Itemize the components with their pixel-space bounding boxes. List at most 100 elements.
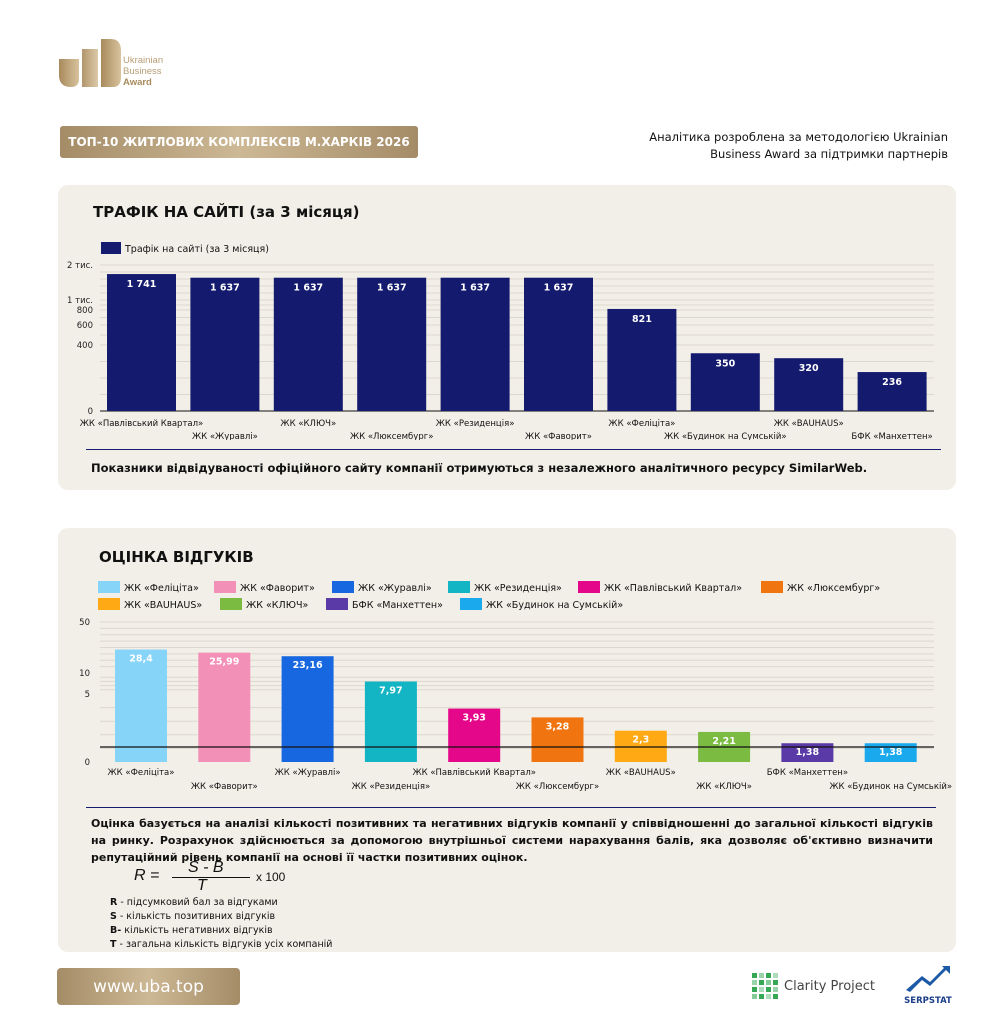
reviews-title: ОЦІНКА ВІДГУКІВ	[99, 548, 254, 566]
traffic-note: Показники відвідуваності офіційного сайт…	[91, 461, 868, 475]
x-tick-label: ЖК «Феліціта»	[608, 419, 675, 429]
x-tick-label: ЖК «BAUHAUS»	[774, 419, 844, 429]
x-tick-label: ЖК «Резиденція»	[436, 419, 515, 429]
bar-value-label: 821	[632, 314, 652, 325]
bar-value-label: 1 637	[210, 283, 240, 294]
bar	[614, 730, 667, 762]
reviews-panel: ОЦІНКА ВІДГУКІВ 0 5 10 50 ЖК «Феліціта» ЖК «Ф…	[58, 528, 956, 952]
y-tick-label: 0	[88, 407, 93, 417]
bar	[115, 649, 167, 762]
bar	[190, 277, 260, 411]
bar-value-label: 1,38	[879, 747, 903, 758]
legend-label: ЖК «Люксембург»	[787, 583, 880, 594]
uba-logo-mark	[59, 39, 121, 87]
x-tick-label: ЖК «BAUHAUS»	[606, 768, 676, 778]
x-tick-label: ЖК «Павлівський Квартал»	[80, 419, 204, 429]
intro-line-1: Аналітика розроблена за методологією Ukr…	[649, 130, 948, 144]
y-tick-label: 600	[77, 321, 93, 331]
bar	[781, 743, 834, 762]
bar-value-label: 1 741	[127, 279, 157, 290]
y-tick-label: 50	[79, 618, 90, 628]
y-tick-label: 0	[85, 758, 90, 768]
legend-label: ЖК «Резиденція»	[474, 583, 562, 594]
formula-multiplier: x 100	[256, 870, 286, 884]
clarity-project-logo: Clarity Project	[752, 972, 887, 1000]
x-tick-label: ЖК «Фаворит»	[525, 432, 592, 440]
x-tick-label: ЖК «КЛЮЧ»	[696, 782, 752, 792]
x-tick-label: ЖК «Люксембург»	[516, 782, 599, 792]
legend-swatch	[98, 598, 120, 610]
bar	[448, 708, 501, 762]
x-tick-label: ЖК «Будинок на Сумській»	[664, 432, 787, 440]
bar-value-label: 2,21	[712, 736, 735, 747]
bar-value-label: 350	[715, 358, 735, 369]
legend-swatch	[98, 581, 120, 593]
legend-swatch	[332, 581, 354, 593]
reviews-chart: 0 5 10 50 ЖК «Феліціта» ЖК «Фаворит» ЖК «Журав…	[79, 581, 952, 792]
bar	[774, 358, 844, 411]
bar	[864, 743, 917, 762]
bar	[281, 656, 334, 762]
traffic-panel: ТРАФІК НА САЙТІ (за 3 місяця) 0 400 600 800…	[58, 185, 956, 490]
definition-t: T - загальна кількість відгуків усіх ком…	[110, 939, 333, 950]
legend-label: ЖК «Журавлі»	[358, 583, 432, 594]
intro-line-2: Business Award за підтримки партнерів	[710, 147, 948, 161]
legend-swatch	[220, 598, 242, 610]
bar-value-label: 3,28	[546, 721, 570, 732]
x-tick-label: ЖК «Резиденція»	[352, 782, 431, 792]
bar-value-label: 1,38	[796, 747, 820, 758]
legend-swatch	[761, 581, 783, 593]
bar-value-label: 1 637	[544, 283, 574, 294]
y-tick-label: 1 тис.	[67, 296, 93, 306]
bar-value-label: 1 637	[293, 283, 323, 294]
legend-label: ЖК «Будинок на Сумській»	[486, 600, 623, 611]
logo-line-3: Award	[123, 77, 152, 88]
uba-logo: Ukrainian Business Award	[57, 37, 187, 92]
legend-swatch	[578, 581, 600, 593]
bar-value-label: 7,97	[379, 686, 402, 697]
legend-swatch	[101, 242, 121, 254]
bar	[607, 308, 677, 411]
bar-value-label: 236	[882, 377, 902, 388]
title-banner: ТОП-10 ЖИТЛОВИХ КОМПЛЕКСІВ М.ХАРКІВ 2026	[60, 126, 418, 158]
score-formula: R = S - B T x 100	[134, 859, 314, 904]
formula-definitions: R - підсумковий бал за відгуками S - кіл…	[110, 896, 332, 952]
definition-s: S - кількість позитивних відгуків	[110, 911, 276, 922]
y-tick-label: 400	[77, 341, 93, 351]
logo-line-2: Business	[123, 66, 162, 77]
bar-value-label: 28,4	[129, 654, 153, 665]
intro-text: Аналітика розроблена за методологією Ukr…	[560, 129, 948, 163]
legend-label: ЖК «BAUHAUS»	[124, 600, 202, 611]
legend-swatch	[214, 581, 236, 593]
bar	[357, 277, 427, 411]
y-tick-label: 5	[85, 690, 90, 700]
x-tick-label: ЖК «Фаворит»	[191, 782, 258, 792]
clarity-grid-icon	[752, 973, 778, 999]
bar	[857, 372, 927, 411]
legend-label: ЖК «Феліціта»	[124, 583, 199, 594]
y-tick-label: 800	[77, 306, 93, 316]
bar	[440, 277, 510, 411]
bar-value-label: 1 637	[460, 283, 490, 294]
formula-lhs: R =	[134, 867, 160, 884]
y-tick-label: 10	[79, 669, 90, 679]
definition-b: B- кількість негативних відгуків	[110, 925, 273, 936]
reviews-description: Оцінка базується на аналізі кількості по…	[91, 817, 933, 864]
serpstat-label: SERPSTAT	[904, 996, 952, 1006]
definition-r: R - підсумковий бал за відгуками	[110, 897, 278, 908]
bar	[531, 717, 584, 762]
bar-value-label: 1 637	[377, 283, 407, 294]
banner-title: ТОП-10 ЖИТЛОВИХ КОМПЛЕКСІВ М.ХАРКІВ 2026	[68, 135, 410, 149]
bar	[690, 353, 760, 411]
x-tick-label: БФК «Манхеттен»	[767, 768, 848, 778]
y-tick-label: 2 тис.	[67, 261, 93, 271]
x-tick-label: ЖК «Павлівський Квартал»	[412, 768, 536, 778]
website-link[interactable]: www.uba.top	[57, 968, 240, 1005]
x-tick-label: ЖК «Журавлі»	[192, 432, 258, 440]
legend-label: ЖК «Павлівський Квартал»	[604, 583, 742, 594]
x-tick-label: ЖК «Люксембург»	[350, 432, 433, 440]
bar-value-label: 23,16	[293, 660, 323, 671]
legend-swatch	[448, 581, 470, 593]
legend-label: Трафік на сайті (за 3 місяця)	[124, 244, 269, 255]
legend-label: ЖК «КЛЮЧ»	[246, 600, 308, 611]
